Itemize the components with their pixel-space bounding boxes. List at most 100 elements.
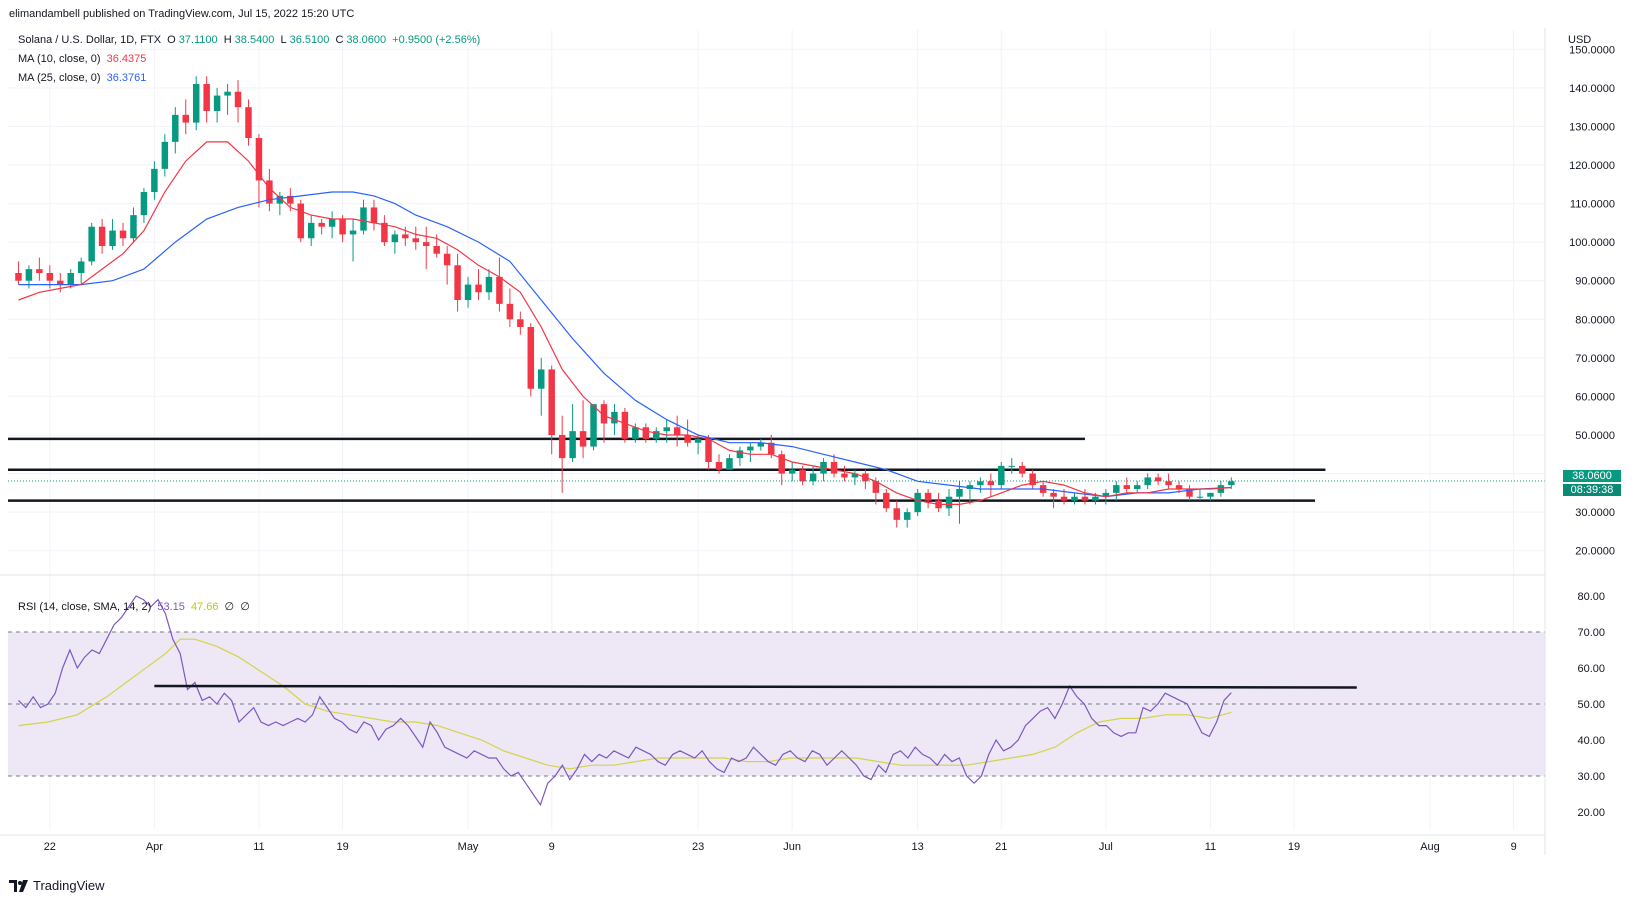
price-tick-label: 140.0000	[1569, 83, 1615, 95]
legend-main: Solana / U.S. Dollar, 1D, FTX O 37.1100 H…	[18, 34, 483, 46]
time-axis-ticks: 22 Apr 11 19 May 9 23 Jun 13 21 Jul 11 19 Aug 9	[44, 841, 1517, 853]
time-tick-label: 19	[336, 841, 348, 853]
candle-body	[224, 91, 231, 96]
candle-body	[391, 234, 399, 243]
candle-body	[172, 114, 179, 142]
rsi-label: RSI (14, close, SMA, 14, 2)	[18, 601, 152, 613]
candle-body	[88, 226, 95, 262]
candle-body	[830, 462, 838, 474]
candle-body	[1029, 473, 1036, 486]
legend-open: 37.1100	[178, 34, 218, 46]
candle-body	[412, 238, 420, 243]
candle-body	[57, 280, 64, 285]
price-tick-label: 50.0000	[1575, 430, 1615, 442]
candle-body	[872, 481, 880, 493]
candle-body	[914, 492, 921, 513]
candle-body	[538, 369, 545, 389]
rsi-value: 53.15	[157, 601, 185, 613]
time-tick-label: 9	[549, 841, 555, 853]
candle-body	[266, 180, 273, 204]
rsi-tick-label: 20.00	[1577, 807, 1605, 819]
candle-body	[778, 454, 785, 474]
candle-body	[1154, 477, 1162, 482]
time-tick-label: 21	[995, 841, 1007, 853]
rsi-guides	[8, 631, 1545, 777]
rsi-tick-label: 30.00	[1577, 771, 1605, 783]
time-tick-label: 11	[253, 841, 264, 853]
candle-body	[151, 168, 158, 192]
candle-body	[98, 226, 106, 246]
candle-body	[1207, 492, 1214, 497]
tradingview-brand[interactable]: TradingView	[9, 878, 105, 893]
candle-body	[370, 207, 378, 223]
candle-body	[903, 512, 911, 520]
candle-body	[255, 138, 263, 181]
candle-body	[297, 203, 305, 239]
candle-body	[203, 84, 210, 111]
legend-ma25: MA (25, close, 0) 36.3761	[18, 72, 149, 84]
candle-body	[757, 442, 765, 447]
candle-body	[328, 219, 336, 227]
price-tick-label: 20.0000	[1575, 546, 1615, 558]
candle-body	[966, 485, 974, 489]
ma10-value: 36.4375	[106, 53, 147, 65]
candle-body	[433, 246, 440, 254]
candle-body	[287, 195, 294, 204]
candle-body	[360, 207, 367, 231]
candle-body	[642, 427, 650, 439]
legend-symbol: Solana / U.S. Dollar, 1D, FTX	[18, 34, 162, 46]
candle-body	[705, 438, 712, 462]
time-tick-label: 22	[44, 841, 56, 853]
ma10-line	[18, 141, 1232, 505]
candle-body	[1228, 481, 1235, 486]
price-tick-label: 30.0000	[1575, 507, 1615, 519]
candle-body	[402, 234, 409, 239]
candle-body	[1123, 485, 1131, 489]
rsi-tick-label: 40.00	[1577, 735, 1605, 747]
legend-high-label: H	[223, 34, 232, 46]
time-tick-label: May	[458, 841, 479, 853]
time-tick-label: 11	[1205, 841, 1216, 853]
top-bar: elimandambell published on TradingView.c…	[0, 0, 1633, 28]
price-tick-label: 70.0000	[1575, 353, 1615, 365]
candle-body	[987, 481, 995, 486]
candle-body	[1092, 496, 1099, 501]
price-tick-label: 60.0000	[1575, 391, 1615, 403]
time-tick-label: 9	[1511, 841, 1517, 853]
price-tick-label: 150.0000	[1569, 44, 1615, 56]
candle-body	[590, 404, 597, 447]
candle-body	[747, 446, 754, 451]
candle-body	[36, 269, 43, 273]
candle-body	[109, 230, 116, 246]
legend-rsi: RSI (14, close, SMA, 14, 2) 53.15 47.66 …	[18, 600, 253, 613]
ma25-value: 36.3761	[106, 72, 147, 84]
candle-body	[422, 242, 430, 246]
legend-close: 38.0600	[346, 34, 387, 46]
candle-body	[653, 431, 660, 439]
support-lines	[8, 437, 1326, 502]
candle-body	[799, 469, 806, 482]
candle-body	[883, 492, 890, 509]
candle-body	[611, 411, 618, 424]
candle-body	[349, 230, 357, 235]
candle-body	[1050, 492, 1057, 497]
candle-body	[726, 458, 733, 470]
candle-body	[673, 427, 681, 435]
candle-body	[234, 91, 242, 108]
time-tick-label: 19	[1288, 841, 1300, 853]
candle-body	[506, 303, 514, 320]
price-tick-label: 110.0000	[1570, 199, 1615, 211]
candle-body	[339, 219, 346, 235]
candle-body	[307, 222, 315, 239]
candle-body	[1008, 465, 1015, 467]
candle-body	[569, 431, 576, 459]
rsi-tick-label: 70.00	[1577, 627, 1605, 639]
tradingview-logo-icon	[9, 879, 28, 892]
candle-body	[464, 284, 472, 300]
candle-body	[318, 222, 325, 227]
candle-body	[924, 492, 932, 501]
ma25-label: MA (25, close, 0)	[18, 72, 101, 84]
candle-body	[621, 411, 629, 439]
candle-body	[632, 427, 639, 439]
